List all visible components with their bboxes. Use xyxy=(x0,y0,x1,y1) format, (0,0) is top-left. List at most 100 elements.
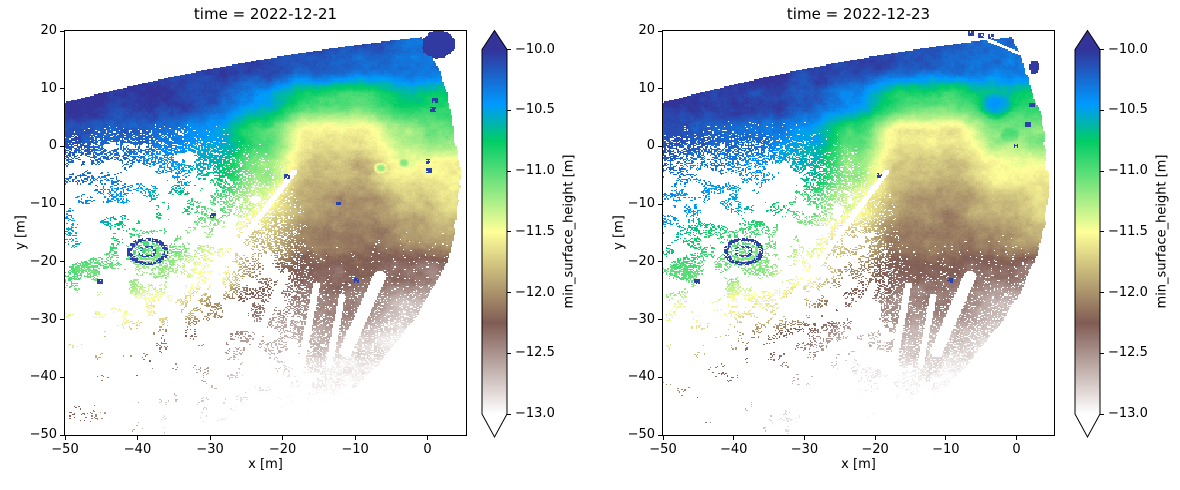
colorbar-tick-label: −10.5 xyxy=(515,102,555,118)
y-tick-mark xyxy=(60,145,64,147)
y-tick-label: 0 xyxy=(646,138,655,154)
colorbar-tick-mark xyxy=(507,352,511,354)
colorbar-tick-mark xyxy=(507,49,511,50)
colorbar-tick-mark xyxy=(507,292,511,293)
x-tick-label: −40 xyxy=(123,442,152,457)
colorbar-tick-mark xyxy=(507,170,511,172)
y-tick-label: 0 xyxy=(48,138,57,154)
x-tick-label: −50 xyxy=(649,442,677,457)
y-tick-mark xyxy=(658,145,662,147)
colorbar-tick-label: −12.0 xyxy=(515,284,555,300)
colorbar-tick-label: −12.5 xyxy=(1108,345,1148,361)
y-tick-mark xyxy=(60,203,64,205)
y-axis-label: y [m] xyxy=(611,215,627,250)
x-tick-mark xyxy=(427,436,429,440)
plot-frame xyxy=(662,30,1055,436)
y-tick-label: −40 xyxy=(627,369,655,385)
x-tick-mark xyxy=(945,436,947,440)
panel-title: time = 2022-12-21 xyxy=(193,5,338,23)
heatmap-canvas xyxy=(65,31,466,435)
colorbar-tick-label: −11.0 xyxy=(1108,163,1148,178)
y-tick-mark xyxy=(658,261,662,263)
y-tick-label: −10 xyxy=(627,196,655,212)
y-tick-label: −20 xyxy=(627,253,655,269)
x-tick-label: 0 xyxy=(423,442,432,457)
y-tick-label: 20 xyxy=(638,23,655,38)
y-tick-label: −10 xyxy=(29,196,57,212)
x-tick-mark xyxy=(282,436,284,440)
x-tick-mark xyxy=(733,436,735,440)
y-tick-mark xyxy=(60,88,64,90)
colorbar-tick-label: −11.5 xyxy=(515,223,555,239)
colorbar-tick-label: −12.0 xyxy=(1108,284,1148,300)
y-tick-mark xyxy=(658,376,662,378)
x-axis-label: x [m] xyxy=(248,457,283,472)
colorbar-tick-mark xyxy=(1100,170,1104,172)
colorbar-tick-mark xyxy=(507,413,511,415)
x-tick-mark xyxy=(803,436,805,440)
colorbar-tick-mark xyxy=(1100,413,1104,415)
x-tick-label: −20 xyxy=(861,442,889,457)
x-tick-mark xyxy=(874,436,876,440)
x-tick-label: 0 xyxy=(1012,442,1021,457)
colorbar-tick-mark xyxy=(1100,231,1104,233)
colorbar-tick-label: −10.5 xyxy=(1108,102,1148,118)
y-tick-mark xyxy=(60,261,64,263)
y-tick-mark xyxy=(60,319,64,321)
y-tick-label: −40 xyxy=(29,369,57,385)
colorbar-tick-label: −10.0 xyxy=(515,41,555,57)
colorbar-tick-label: −11.5 xyxy=(1108,223,1148,239)
colorbar-label: min_surface_height [m] xyxy=(1154,154,1170,309)
y-tick-mark xyxy=(658,30,662,32)
heatmap-canvas xyxy=(663,31,1054,435)
y-tick-mark xyxy=(658,319,662,321)
y-tick-mark xyxy=(60,434,64,436)
colorbar-tick-label: −10.0 xyxy=(1108,41,1148,57)
y-tick-label: 10 xyxy=(40,80,57,96)
x-tick-mark xyxy=(1016,436,1018,440)
plot-frame xyxy=(64,30,467,436)
x-tick-label: −10 xyxy=(932,442,960,457)
x-tick-mark xyxy=(662,436,664,440)
colorbar-tick-label: −11.0 xyxy=(515,163,555,178)
x-tick-mark xyxy=(209,436,211,440)
y-tick-label: 20 xyxy=(40,23,57,38)
x-tick-label: −10 xyxy=(341,442,369,457)
x-tick-label: −50 xyxy=(51,442,79,457)
colorbar-tick-label: −13.0 xyxy=(1108,406,1148,421)
colorbar-bar xyxy=(481,29,508,439)
x-tick-mark xyxy=(64,436,66,440)
colorbar-tick-label: −12.5 xyxy=(515,345,555,361)
x-tick-mark xyxy=(354,436,356,440)
y-tick-mark xyxy=(60,376,64,378)
y-axis-label: y [m] xyxy=(13,215,29,250)
x-tick-label: −30 xyxy=(196,442,224,457)
colorbar-tick-label: −13.0 xyxy=(515,406,555,421)
y-tick-label: −50 xyxy=(29,427,57,442)
y-tick-mark xyxy=(658,88,662,90)
colorbar-tick-mark xyxy=(1100,49,1104,50)
y-tick-label: −30 xyxy=(627,311,655,327)
colorbar-tick-mark xyxy=(1100,292,1104,293)
colorbar-gradient xyxy=(481,29,508,439)
colorbar-tick-mark xyxy=(507,109,511,111)
x-tick-label: −30 xyxy=(790,442,819,457)
x-tick-label: −40 xyxy=(719,442,748,457)
y-tick-label: −30 xyxy=(29,311,57,327)
colorbar-bar xyxy=(1074,29,1101,439)
x-axis-label: x [m] xyxy=(841,457,876,472)
x-tick-label: −20 xyxy=(268,442,297,457)
y-tick-label: −50 xyxy=(627,427,655,442)
colorbar-tick-mark xyxy=(1100,109,1104,111)
y-tick-mark xyxy=(60,30,64,32)
colorbar-tick-mark xyxy=(1100,352,1104,354)
x-tick-mark xyxy=(137,436,138,440)
y-tick-label: −20 xyxy=(29,253,57,269)
colorbar-label: min_surface_height [m] xyxy=(561,154,577,309)
panel-title: time = 2022-12-23 xyxy=(786,5,931,23)
colorbar-tick-mark xyxy=(507,231,511,233)
colorbar-gradient xyxy=(1074,29,1101,439)
y-tick-mark xyxy=(658,203,662,205)
y-tick-label: 10 xyxy=(638,80,655,96)
